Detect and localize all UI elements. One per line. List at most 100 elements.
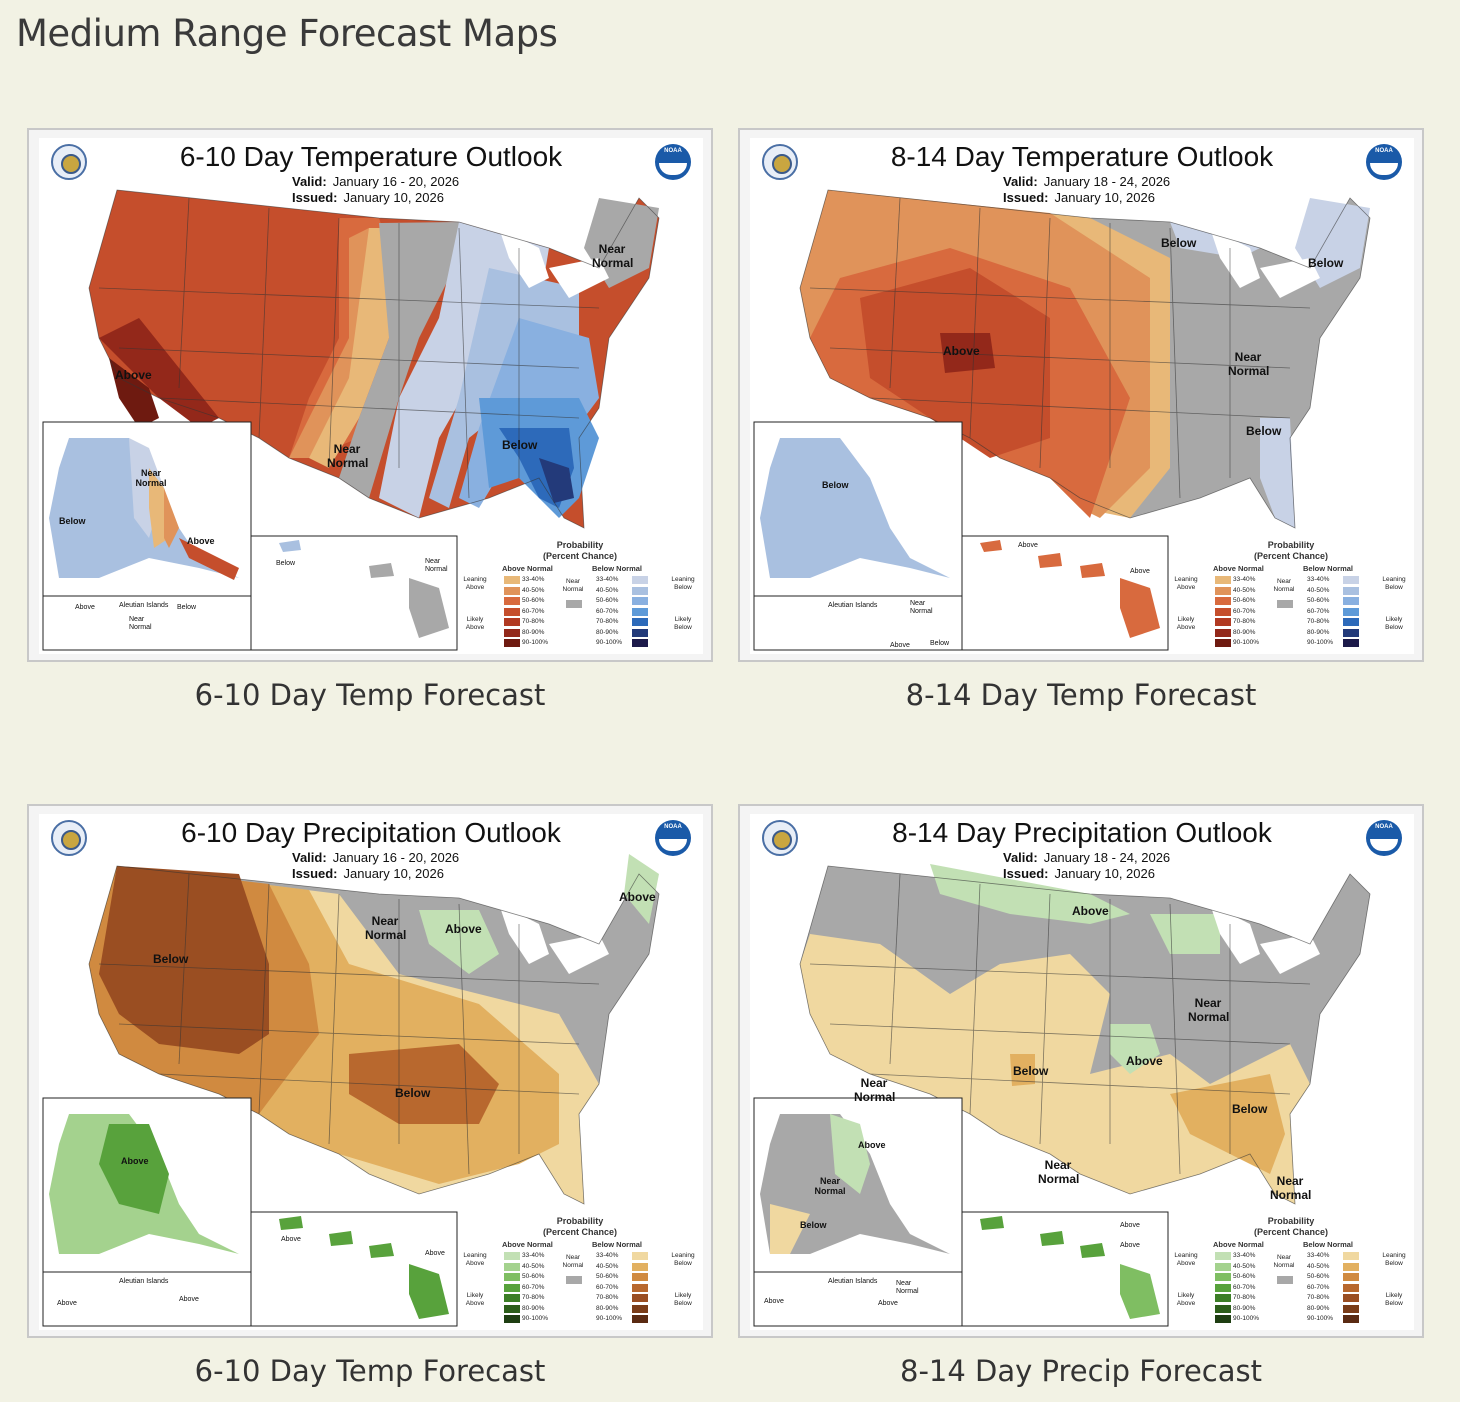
legend-above-range: 90-100% bbox=[1233, 1315, 1260, 1322]
hi-label-near-normal: Near Normal bbox=[425, 558, 448, 573]
hi-label-above: Above bbox=[281, 1236, 301, 1243]
legend-above-swatch bbox=[504, 607, 520, 616]
legend-above-swatch bbox=[504, 1273, 520, 1281]
map-image-8-14-precip[interactable]: NOAA 8-14 Day Precipitation Outlook Vali… bbox=[750, 814, 1414, 1330]
legend-leaning-below: Leaning Below bbox=[1382, 1252, 1406, 1267]
map-card-6-10-temp[interactable]: NOAA 6-10 Day Temperature Outlook Valid:… bbox=[27, 128, 713, 662]
legend-below-range: 33-40% bbox=[596, 576, 619, 583]
label-below: Below bbox=[153, 952, 189, 966]
legend-near-normal: Near Normal bbox=[562, 1254, 584, 1269]
legend-below-swatch bbox=[632, 1315, 648, 1323]
legend-below-range: 60-70% bbox=[1307, 607, 1330, 615]
legend-below-swatch bbox=[1343, 628, 1359, 637]
legend-below-range: 40-50% bbox=[1307, 1262, 1330, 1270]
legend-above-swatch bbox=[1215, 586, 1231, 595]
legend-above-header: Above Normal bbox=[1213, 564, 1264, 573]
legend-near-normal: Near Normal bbox=[1273, 1254, 1295, 1269]
legend: Probability (Percent Chance) Above Normal B… bbox=[1173, 1216, 1409, 1328]
legend-below-swatch bbox=[632, 576, 648, 584]
label-above: Above bbox=[943, 344, 980, 358]
legend-below-swatch bbox=[1343, 618, 1359, 626]
legend-below-range: 33-40% bbox=[1307, 1252, 1330, 1259]
legend-below-swatch bbox=[1343, 1304, 1359, 1313]
legend-above-range: 50-60% bbox=[522, 1273, 545, 1280]
legend-below-swatch bbox=[632, 1283, 648, 1292]
label-above: Above bbox=[619, 890, 656, 904]
legend-near-swatch bbox=[1277, 600, 1293, 608]
legend-below-range: 50-60% bbox=[1307, 1273, 1330, 1280]
map-image-8-14-temp[interactable]: NOAA 8-14 Day Temperature Outlook Valid:… bbox=[750, 138, 1414, 654]
legend-above-swatch bbox=[504, 1315, 520, 1323]
legend-below-range: 40-50% bbox=[1307, 586, 1330, 594]
aleutian-title: Aleutian Islands bbox=[119, 1278, 169, 1285]
aleutian-label-above: Above bbox=[57, 1300, 77, 1307]
legend-likely-above: Likely Above bbox=[1176, 616, 1196, 631]
legend-below-range: 80-90% bbox=[596, 628, 619, 636]
legend-above-swatch bbox=[504, 597, 520, 605]
legend-above-swatch bbox=[1215, 1294, 1231, 1302]
legend-below-range: 70-80% bbox=[1307, 618, 1330, 625]
ak-label-near-normal: Near Normal bbox=[814, 1176, 846, 1196]
map-image-6-10-temp[interactable]: NOAA 6-10 Day Temperature Outlook Valid:… bbox=[39, 138, 703, 654]
legend-above-swatch bbox=[504, 576, 520, 584]
caption-8-14-temp[interactable]: 8-14 Day Temp Forecast bbox=[905, 678, 1257, 712]
legend-above-range: 60-70% bbox=[1233, 607, 1256, 615]
legend-below-swatch bbox=[1343, 1273, 1359, 1281]
legend-below-swatch bbox=[1343, 597, 1359, 605]
legend-below-range: 60-70% bbox=[1307, 1283, 1330, 1291]
legend-above-swatch bbox=[1215, 1252, 1231, 1260]
legend-above-range: 70-80% bbox=[522, 1294, 545, 1301]
legend-below-range: 50-60% bbox=[596, 597, 619, 604]
legend-below-swatch bbox=[632, 1304, 648, 1313]
legend-above-swatch bbox=[504, 1294, 520, 1302]
aleutian-label-above: Above bbox=[890, 642, 910, 649]
caption-6-10-precip[interactable]: 6-10 Day Temp Forecast bbox=[194, 1354, 546, 1388]
ak-label-below: Below bbox=[800, 1220, 827, 1230]
valid-line: Valid: January 18 - 24, 2026 bbox=[1003, 850, 1171, 865]
label-below: Below bbox=[395, 1086, 431, 1100]
map-card-8-14-precip[interactable]: NOAA 8-14 Day Precipitation Outlook Vali… bbox=[738, 804, 1424, 1338]
legend-below-range: 90-100% bbox=[596, 1315, 623, 1322]
legend-below-range: 33-40% bbox=[596, 1252, 619, 1259]
legend-below-range: 40-50% bbox=[596, 1262, 619, 1270]
legend-above-range: 40-50% bbox=[1233, 1262, 1256, 1270]
legend-below-range: 50-60% bbox=[596, 1273, 619, 1280]
map-card-6-10-precip[interactable]: NOAA 6-10 Day Precipitation Outlook Vali… bbox=[27, 804, 713, 1338]
legend-leaning-above: Leaning Above bbox=[463, 1252, 487, 1267]
legend-title: Probability bbox=[1267, 1216, 1315, 1226]
legend-below-range: 70-80% bbox=[596, 618, 619, 625]
legend-below-swatch bbox=[632, 607, 648, 616]
aleutian-title: Aleutian Islands bbox=[828, 1278, 878, 1285]
map-image-6-10-precip[interactable]: NOAA 6-10 Day Precipitation Outlook Vali… bbox=[39, 814, 703, 1330]
label-above: Above bbox=[1126, 1054, 1163, 1068]
caption-6-10-temp[interactable]: 6-10 Day Temp Forecast bbox=[194, 678, 546, 712]
legend-above-range: 33-40% bbox=[522, 1252, 545, 1259]
caption-8-14-precip[interactable]: 8-14 Day Precip Forecast bbox=[900, 1354, 1262, 1388]
legend-below-swatch bbox=[632, 639, 648, 647]
legend-below-header: Below Normal bbox=[1303, 1240, 1354, 1249]
map-card-8-14-temp[interactable]: NOAA 8-14 Day Temperature Outlook Valid:… bbox=[738, 128, 1424, 662]
legend-above-header: Above Normal bbox=[1213, 1240, 1264, 1249]
page-title: Medium Range Forecast Maps bbox=[16, 12, 558, 55]
legend-above-swatch bbox=[504, 1304, 520, 1313]
legend-above-range: 90-100% bbox=[1233, 639, 1260, 646]
legend-above-swatch bbox=[504, 586, 520, 595]
legend-above-range: 80-90% bbox=[1233, 1304, 1256, 1312]
legend-above-swatch bbox=[504, 639, 520, 647]
label-above: Above bbox=[115, 368, 152, 382]
legend-below-swatch bbox=[1343, 1283, 1359, 1292]
legend-below-swatch bbox=[632, 628, 648, 637]
legend-above-swatch bbox=[1215, 639, 1231, 647]
label-near-normal: Near Normal bbox=[1188, 996, 1230, 1024]
ak-label-below: Below bbox=[822, 480, 849, 490]
aleutian-label-near-normal: Near Normal bbox=[896, 1280, 919, 1295]
legend-leaning-below: Leaning Below bbox=[671, 1252, 695, 1267]
legend-subtitle: (Percent Chance) bbox=[1253, 551, 1329, 561]
legend-above-swatch bbox=[504, 1283, 520, 1292]
legend-below-swatch bbox=[632, 1252, 648, 1260]
legend-below-swatch bbox=[632, 1262, 648, 1271]
legend-below-swatch bbox=[1343, 607, 1359, 616]
aleutian-label-above: Above bbox=[179, 1296, 199, 1303]
legend-likely-below: Likely Below bbox=[674, 616, 692, 631]
legend-below-swatch bbox=[632, 586, 648, 595]
